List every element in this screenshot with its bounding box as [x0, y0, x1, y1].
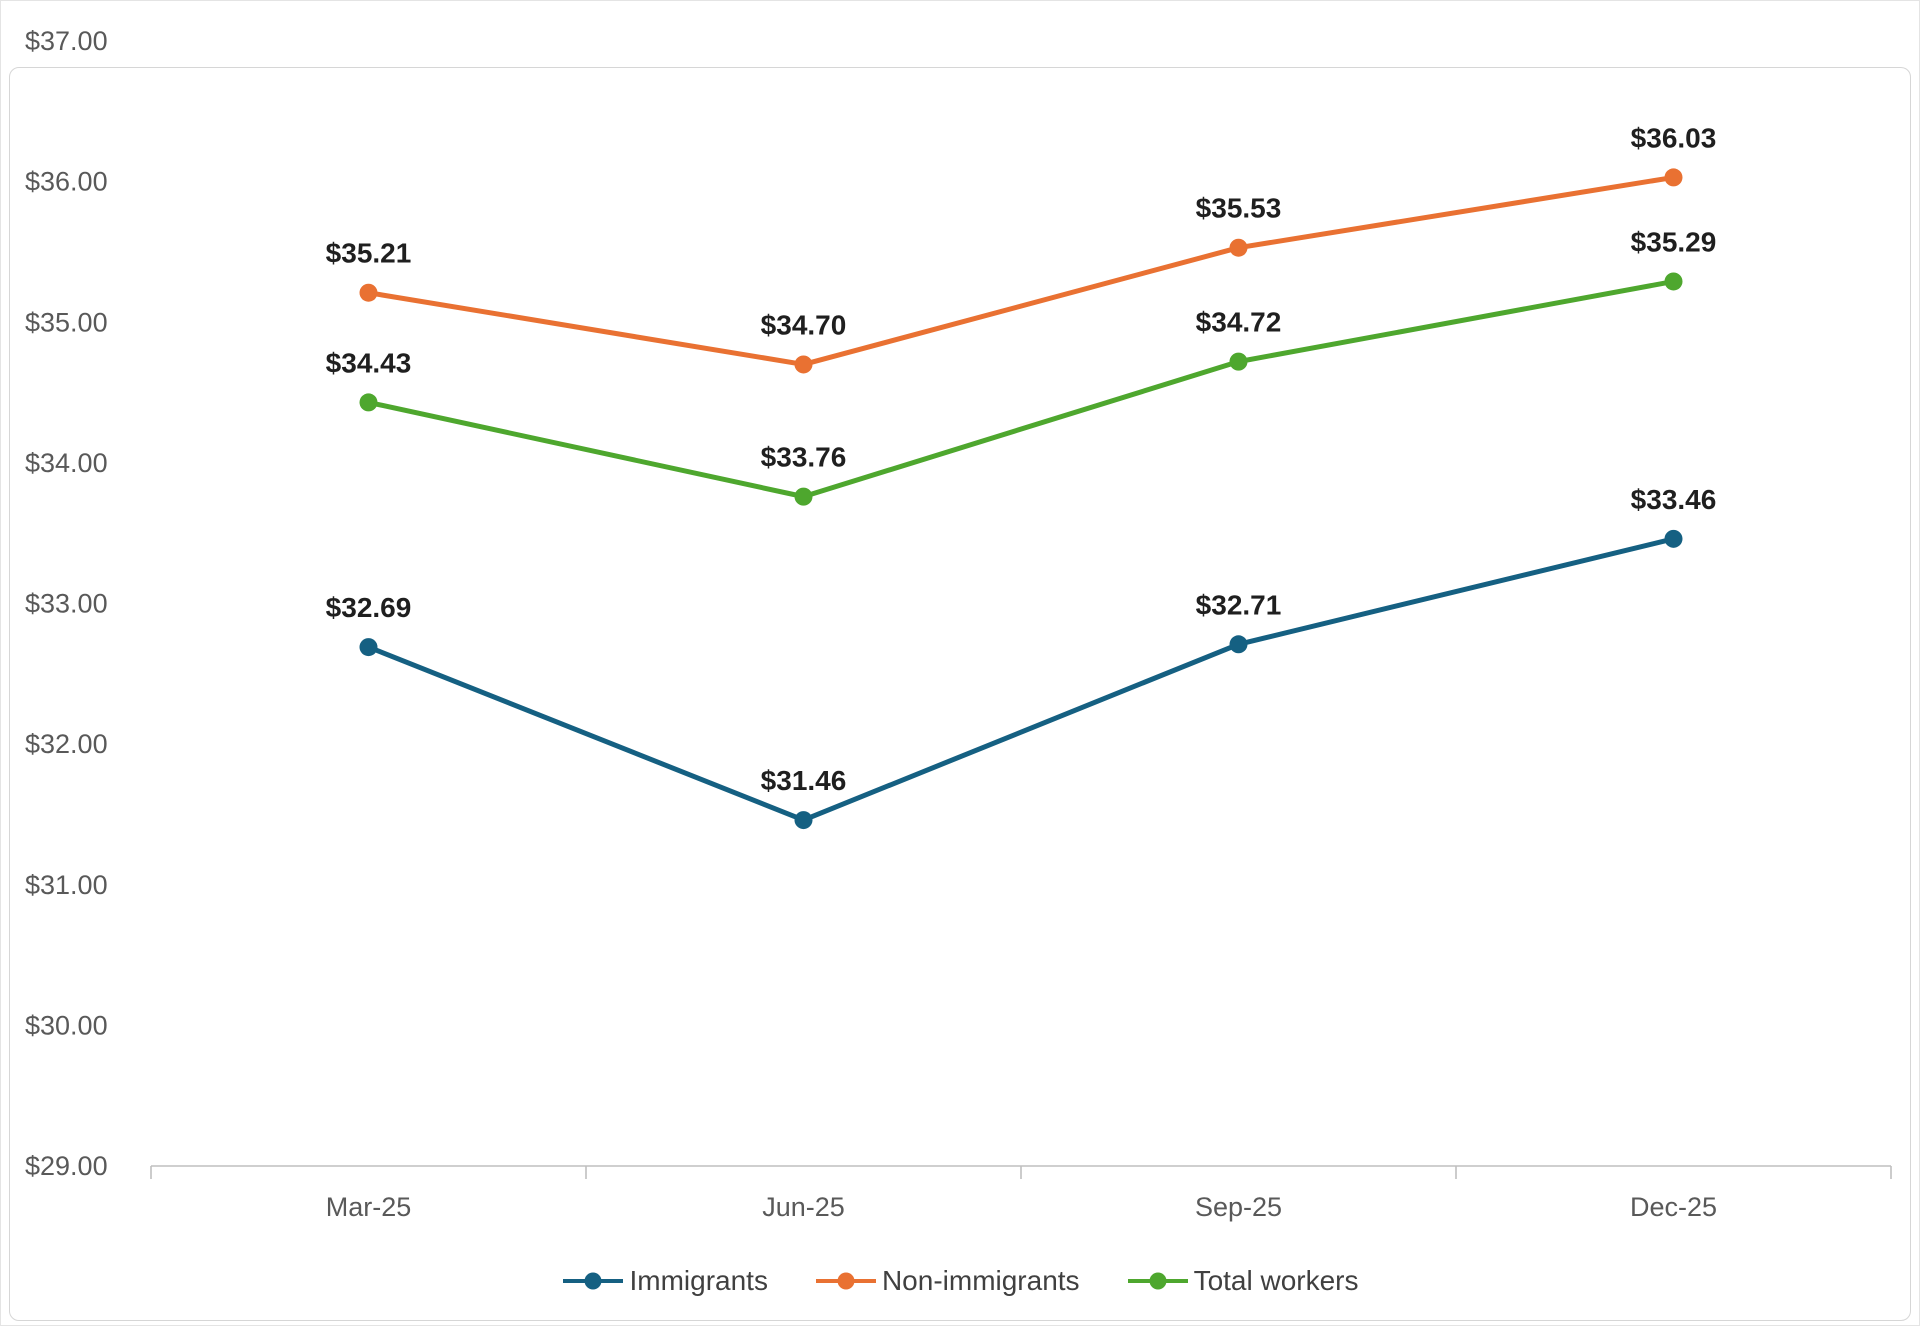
- data-label-total-workers: $33.76: [761, 442, 847, 473]
- legend-label: Immigrants: [629, 1265, 768, 1296]
- legend-line-marker-icon: [563, 1272, 624, 1290]
- x-axis-category-label: Jun-25: [762, 1192, 845, 1222]
- data-point-non-immigrants: [794, 355, 813, 374]
- data-label-non-immigrants: $34.70: [761, 309, 847, 340]
- data-point-immigrants: [359, 638, 378, 657]
- legend-item-total-workers: Total workers: [1126, 1265, 1359, 1297]
- data-label-immigrants: $32.69: [326, 592, 412, 623]
- data-point-immigrants: [794, 811, 813, 830]
- legend-item-non-immigrants: Non-immigrants: [814, 1265, 1080, 1297]
- data-label-non-immigrants: $35.21: [326, 238, 412, 269]
- y-axis-tick-label: $29.00: [25, 1151, 108, 1181]
- data-point-immigrants: [1664, 529, 1683, 548]
- series-line-immigrants: [366, 536, 1676, 823]
- data-point-total-workers: [1664, 272, 1683, 291]
- y-axis-tick-label: $34.00: [25, 448, 108, 478]
- y-axis-tick-label: $36.00: [25, 167, 108, 197]
- legend-label: Non-immigrants: [881, 1265, 1080, 1296]
- data-label-total-workers: $34.43: [326, 347, 412, 378]
- data-point-immigrants: [1229, 635, 1248, 654]
- data-label-immigrants: $32.71: [1196, 589, 1282, 620]
- data-point-non-immigrants: [359, 283, 378, 302]
- legend-label: Total workers: [1193, 1265, 1359, 1296]
- chart-legend: Immigrants Non-immigrants Total workers: [1, 1259, 1919, 1303]
- legend-item-immigrants: Immigrants: [561, 1265, 768, 1297]
- data-point-non-immigrants: [1229, 238, 1248, 257]
- y-axis-tick-label: $35.00: [25, 307, 108, 337]
- data-point-total-workers: [794, 487, 813, 506]
- y-axis-tick-label: $32.00: [25, 729, 108, 759]
- x-axis-category-label: Mar-25: [326, 1192, 412, 1222]
- data-label-immigrants: $31.46: [761, 765, 847, 796]
- legend-line-marker-icon: [815, 1272, 876, 1290]
- y-axis-tick-label: $30.00: [25, 1010, 108, 1040]
- series-line-non-immigrants: [366, 174, 1676, 367]
- data-label-non-immigrants: $36.03: [1631, 122, 1717, 153]
- x-axis-category-label: Dec-25: [1630, 1192, 1717, 1222]
- data-point-total-workers: [1229, 352, 1248, 371]
- data-label-immigrants: $33.46: [1631, 484, 1717, 515]
- legend-line-marker-icon: [1127, 1272, 1188, 1290]
- data-point-non-immigrants: [1664, 168, 1683, 187]
- y-axis-tick-label: $31.00: [25, 870, 108, 900]
- y-axis-tick-label: $33.00: [25, 589, 108, 619]
- data-point-total-workers: [359, 393, 378, 412]
- y-axis-tick-label: $37.00: [25, 26, 108, 56]
- data-label-total-workers: $35.29: [1631, 226, 1717, 257]
- series-line-total-workers: [366, 278, 1676, 500]
- x-axis-category-label: Sep-25: [1195, 1192, 1282, 1222]
- data-label-non-immigrants: $35.53: [1196, 193, 1282, 224]
- data-label-total-workers: $34.72: [1196, 307, 1282, 338]
